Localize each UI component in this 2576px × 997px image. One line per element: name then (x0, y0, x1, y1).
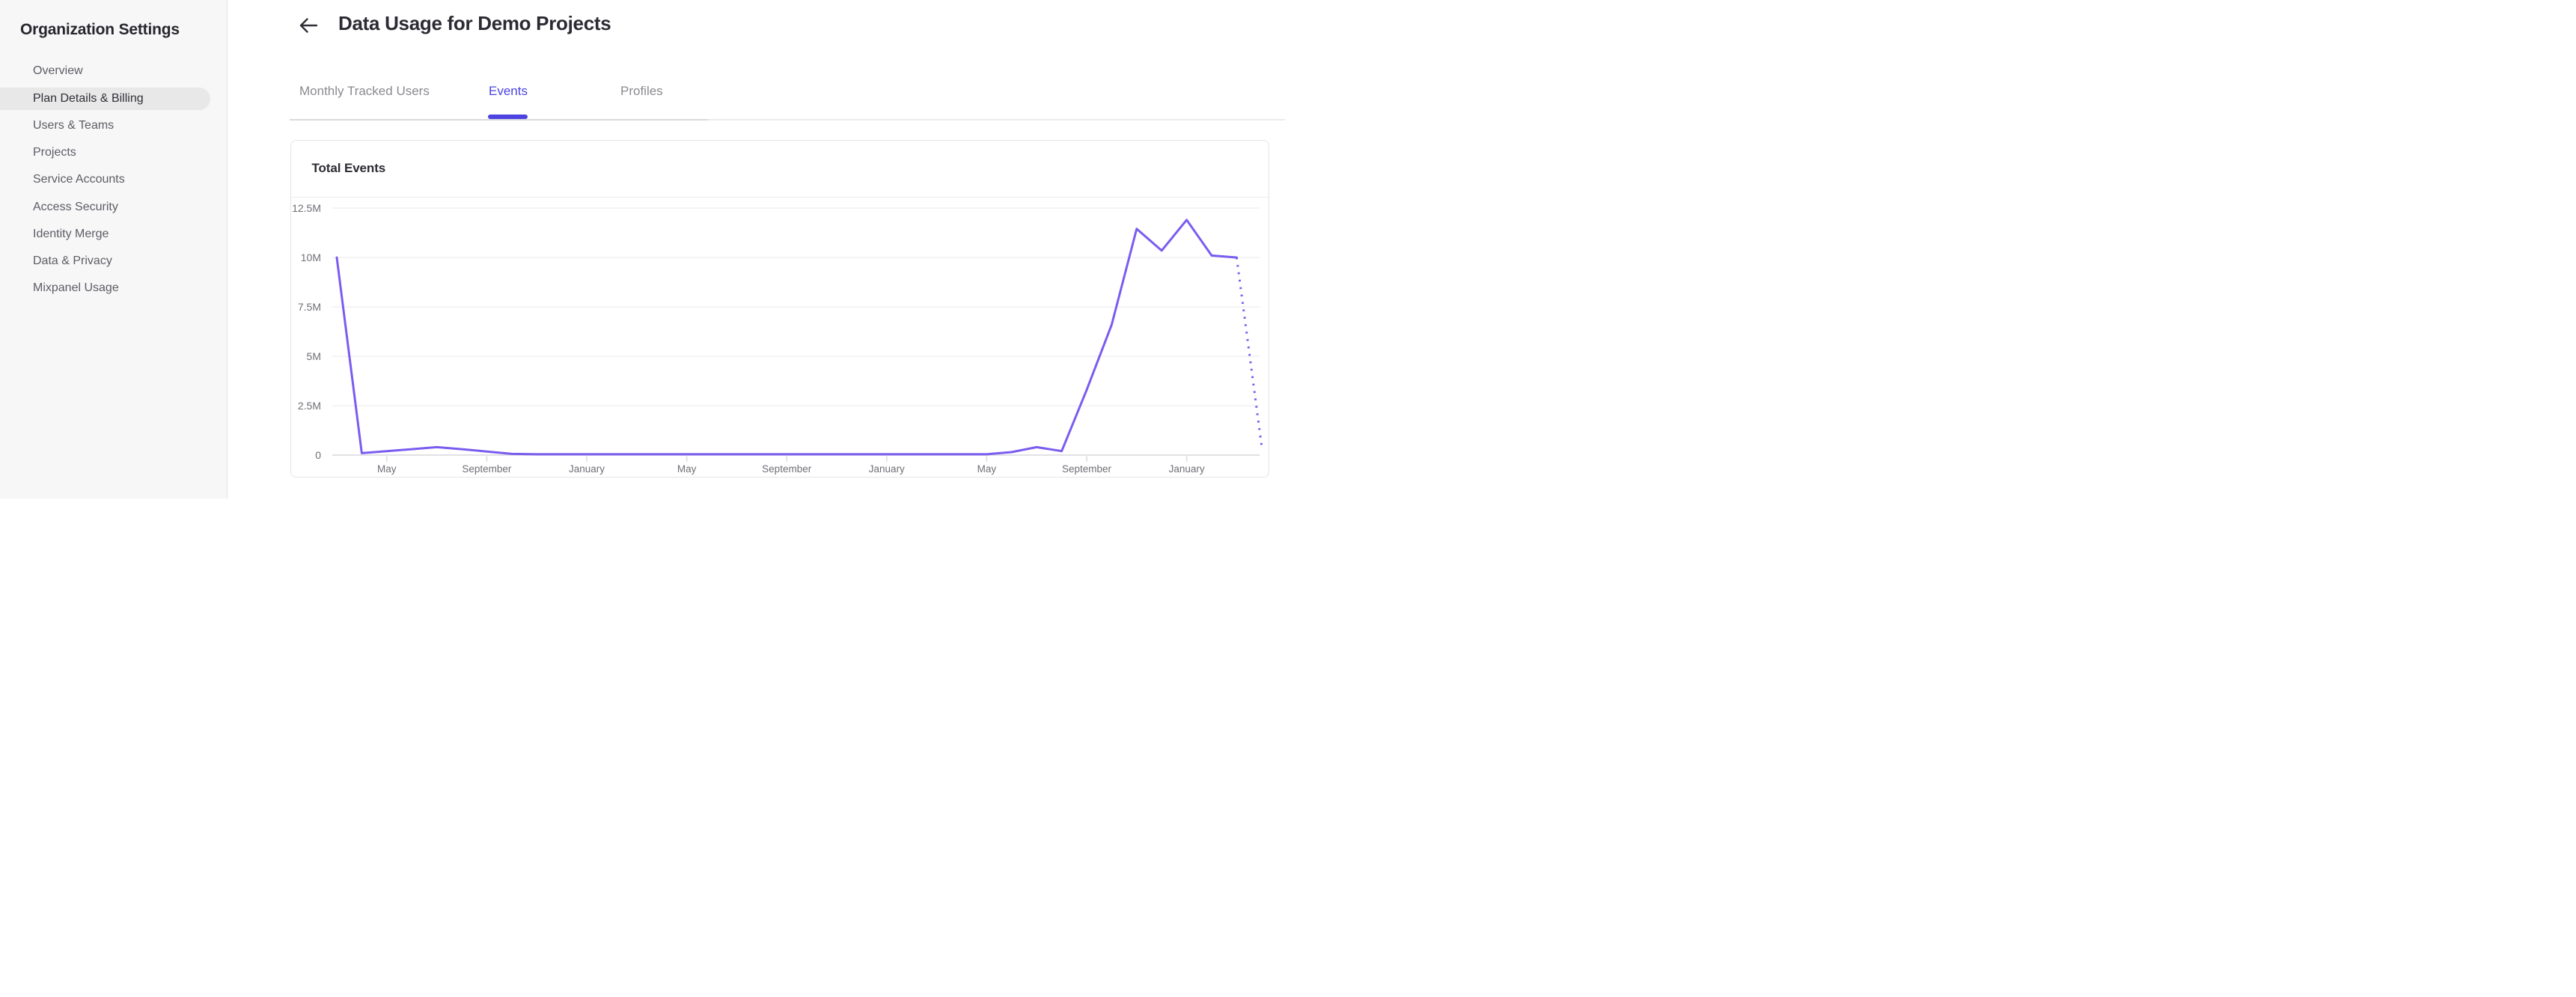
sidebar-item-projects[interactable]: Projects (33, 146, 76, 159)
sidebar-item-service-accounts[interactable]: Service Accounts (33, 173, 125, 186)
svg-text:7.5M: 7.5M (297, 301, 320, 313)
sidebar-item-plan-details-billing[interactable]: Plan Details & Billing (0, 87, 210, 110)
svg-text:May: May (677, 463, 696, 475)
svg-text:January: January (1168, 463, 1204, 475)
tab-monthly-tracked-users[interactable]: Monthly Tracked Users (299, 84, 430, 98)
tabs-divider (290, 119, 1285, 121)
svg-text:September: September (762, 463, 812, 475)
svg-text:0: 0 (315, 449, 321, 461)
active-tab-underline (488, 114, 528, 119)
page-title: Data Usage for Demo Projects (338, 12, 611, 34)
svg-text:12.5M: 12.5M (292, 202, 321, 214)
sidebar-nav: Overview Plan Details & Billing Users & … (0, 55, 227, 305)
tabs-divider-dark-segment (290, 119, 708, 121)
svg-text:January: January (568, 463, 604, 475)
svg-text:5M: 5M (306, 350, 320, 362)
tab-profiles[interactable]: Profiles (620, 84, 663, 98)
svg-text:September: September (462, 463, 512, 475)
svg-text:September: September (1061, 463, 1111, 475)
svg-text:January: January (868, 463, 904, 475)
svg-text:May: May (977, 463, 996, 475)
sidebar-item-mixpanel-usage[interactable]: Mixpanel Usage (33, 281, 119, 295)
sidebar-item-users-teams[interactable]: Users & Teams (33, 118, 115, 132)
tab-events[interactable]: Events (489, 84, 528, 98)
organization-settings-sidebar: Organization Settings Overview Plan Deta… (0, 0, 228, 498)
chart-area: 12.5M 10M 7.5M 5M 2.5M 0 May September January Ma… (291, 198, 1269, 478)
sidebar-item-access-security[interactable]: Access Security (33, 200, 118, 213)
card-header: Total Events (290, 141, 1269, 198)
svg-text:2.5M: 2.5M (297, 400, 320, 412)
back-button[interactable] (297, 16, 320, 36)
card-title: Total Events (311, 161, 386, 175)
svg-text:May: May (377, 463, 397, 475)
left-arrow-icon (298, 16, 319, 37)
sidebar-item-data-privacy[interactable]: Data & Privacy (33, 254, 112, 267)
total-events-card: Total Events 12.5M 10M 7.5M 5M 2.5M 0 May Septe… (290, 139, 1269, 478)
sidebar-item-overview[interactable]: Overview (33, 64, 83, 78)
svg-text:10M: 10M (300, 251, 320, 263)
sidebar-title: Organization Settings (20, 21, 180, 38)
sidebar-item-identity-merge[interactable]: Identity Merge (33, 227, 109, 240)
total-events-chart[interactable]: 12.5M 10M 7.5M 5M 2.5M 0 May September January Ma… (291, 198, 1269, 478)
main-content: Data Usage for Demo Projects Monthly Tra… (228, 0, 2576, 997)
data-usage-tabs: Monthly Tracked Users Events Profiles (228, 75, 2576, 121)
